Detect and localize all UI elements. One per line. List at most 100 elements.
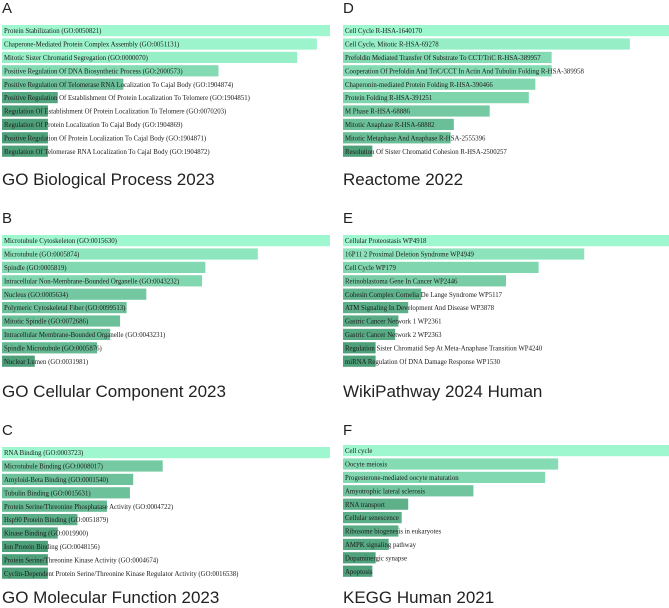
- bar-d-2: [343, 38, 630, 50]
- chart-a: Protein Stabilization (GO:0050821) Chaper…: [2, 25, 330, 157]
- chart-title-d: Reactome 2022: [343, 170, 464, 189]
- bar-a-4: [2, 65, 219, 77]
- bar-b-7: [2, 315, 121, 327]
- panel-letter-a: A: [2, 0, 13, 17]
- bar-label-c-2: Microtubule Binding (GO:0008017): [4, 464, 103, 471]
- chart-title-c: GO Molecular Function 2023: [2, 588, 220, 607]
- bar-b-6: [2, 302, 127, 314]
- bar-b-10: [2, 355, 35, 367]
- bar-label-b-10: Nuclear Lumen (GO:0031981): [4, 359, 88, 366]
- bar-label-c-5: Protein Serine/Threonine Phosphatase Act…: [4, 504, 173, 511]
- bar-label-c-1: RNA Binding (GO:0003723): [4, 450, 83, 457]
- bar-label-c-4: Tubulin Binding (GO:0015631): [4, 490, 91, 497]
- bar-label-c-3: Amyloid-Beta Binding (GO:0001540): [4, 477, 108, 484]
- bar-c-2: [2, 460, 163, 472]
- bar-e-10: [343, 355, 376, 367]
- bar-b-2: [2, 248, 258, 260]
- bar-b-8: [2, 328, 111, 340]
- bar-label-b-3: Spindle (GO:0005819): [4, 265, 67, 272]
- bar-label-a-10: Regulation Of Telomerase RNA Localizatio…: [4, 149, 210, 156]
- bar-label-d-4: Cooperation Of Prefoldin And TriC/CCT In…: [345, 68, 585, 75]
- bar-c-4: [2, 487, 130, 499]
- bar-label-a-7: Regulation Of Establishment Of Protein L…: [4, 109, 226, 116]
- bar-label-b-9: Spindle Microtubule (GO:0005876): [4, 345, 102, 352]
- bar-label-b-6: Polymeric Cytoskeletal Fiber (GO:0099513…: [4, 305, 125, 312]
- bar-d-6: [343, 92, 529, 104]
- bar-label-f-5: RNA transport: [345, 502, 385, 509]
- bar-e-8: [343, 328, 396, 340]
- bar-d-1: [343, 25, 669, 37]
- bar-b-9: [2, 342, 98, 354]
- bar-f-1: [343, 445, 669, 457]
- bar-b-3: [2, 261, 206, 273]
- chart-b: Microtubule Cytoskeleton (GO:0015630) Mic…: [2, 235, 330, 367]
- bar-f-3: [343, 471, 546, 483]
- bar-e-5: [343, 288, 422, 300]
- bar-label-e-4: Retinoblastoma Gene In Cancer WP2446: [345, 278, 458, 285]
- bar-label-d-5: Chaperonin-mediated Protein Folding R-HS…: [345, 82, 493, 89]
- bar-label-a-4: Positive Regulation Of DNA Biosynthetic …: [4, 68, 183, 75]
- bar-label-b-4: Intracellular Non-Membrane-Bounded Organ…: [4, 278, 179, 285]
- bar-e-6: [343, 302, 409, 314]
- bar-d-4: [343, 65, 552, 77]
- bar-label-d-2: Cell Cycle, Mitotic R-HSA-69278: [345, 42, 439, 49]
- bar-c-7: [2, 527, 58, 539]
- bar-label-a-5: Positive Regulation Of Telomerase RNA Lo…: [4, 82, 233, 89]
- bar-c-9: [2, 554, 48, 566]
- bar-label-b-7: Mitotic Spindle (GO:0072686): [4, 319, 88, 326]
- bar-label-f-4: Amyotrophic lateral sclerosis: [345, 488, 425, 495]
- bar-label-e-9: Regulation Sister Chromatid Sep At Meta-…: [345, 345, 543, 352]
- bar-label-b-1: Microtubule Cytoskeleton (GO:0015630): [4, 238, 117, 245]
- bar-d-3: [343, 51, 552, 63]
- bar-d-9: [343, 132, 451, 144]
- bar-label-e-8: Gastric Cancer Network 2 WP2363: [345, 332, 442, 339]
- bar-label-a-1: Protein Stabilization (GO:0050821): [4, 28, 101, 35]
- bar-f-2: [343, 458, 559, 470]
- bar-label-c-9: Protein Serine/Threonine Kinase Activity…: [4, 557, 158, 564]
- bar-label-f-8: AMPK signaling pathway: [345, 542, 417, 549]
- bar-c-6: [2, 514, 78, 526]
- panel-letter-d: D: [343, 0, 354, 17]
- panel-letter-c: C: [2, 422, 13, 439]
- chart-f: Cell cycle Oocyte meiosis Progesterone-med…: [343, 445, 669, 577]
- bar-a-1: [2, 25, 330, 37]
- bar-label-b-8: Intracellular Membrane-Bounded Organelle…: [4, 332, 165, 339]
- bar-f-8: [343, 538, 389, 550]
- chart-c: RNA Binding (GO:0003723) Microtubule Bind…: [2, 447, 330, 579]
- bar-label-d-8: Mitotic Anaphase R-HSA-68882: [345, 122, 435, 129]
- bar-f-10: [343, 565, 373, 577]
- bar-a-10: [2, 145, 48, 157]
- bar-label-e-10: miRNA Regulation Of DNA Damage Response …: [345, 359, 501, 366]
- bar-label-e-2: 16P11 2 Proximal Deletion Syndrome WP494…: [345, 252, 475, 259]
- bar-label-a-2: Chaperone-Mediated Protein Complex Assem…: [4, 42, 179, 49]
- bar-label-a-6: Positive Regulation Of Establishment Of …: [4, 95, 250, 102]
- bar-f-9: [343, 552, 376, 564]
- bar-label-c-8: Ion Protein Binding (GO:0048156): [4, 544, 100, 551]
- bar-d-5: [343, 78, 536, 90]
- bar-a-6: [2, 92, 58, 104]
- bar-label-a-8: Regulation Of Protein Localization To Ca…: [4, 122, 183, 129]
- bar-label-e-5: Cohesin Complex Cornelia De Lange Syndro…: [345, 292, 503, 299]
- bar-a-5: [2, 78, 124, 90]
- bar-a-9: [2, 132, 48, 144]
- panel-letter-f: F: [343, 422, 353, 439]
- bar-c-5: [2, 500, 107, 512]
- chart-title-a: GO Biological Process 2023: [2, 170, 215, 189]
- bar-e-9: [343, 342, 376, 354]
- bar-a-7: [2, 105, 48, 117]
- bar-f-4: [343, 485, 474, 497]
- bar-label-e-6: ATM Signaling In Development And Disease…: [345, 305, 495, 312]
- bar-label-c-6: Hsp90 Protein Binding (GO:0051879): [4, 517, 108, 524]
- bar-label-f-1: Cell cycle: [345, 448, 372, 455]
- chart-d: Cell Cycle R-HSA-1640170 Cell Cycle, Mito…: [343, 25, 669, 157]
- bar-label-a-9: Positive Regulation Of Protein Localizat…: [4, 135, 206, 142]
- bar-f-5: [343, 498, 409, 510]
- bar-d-8: [343, 118, 454, 130]
- bar-label-a-3: Mitotic Sister Chromatid Segregation (GO…: [4, 55, 148, 62]
- bar-label-d-7: M Phase R-HSA-68886: [345, 109, 411, 116]
- bar-a-8: [2, 118, 48, 130]
- bar-label-f-7: Ribosome biogenesis in eukaryotes: [345, 529, 441, 536]
- bar-a-3: [2, 51, 298, 63]
- bar-e-3: [343, 261, 539, 273]
- panel-letter-e: E: [343, 210, 354, 227]
